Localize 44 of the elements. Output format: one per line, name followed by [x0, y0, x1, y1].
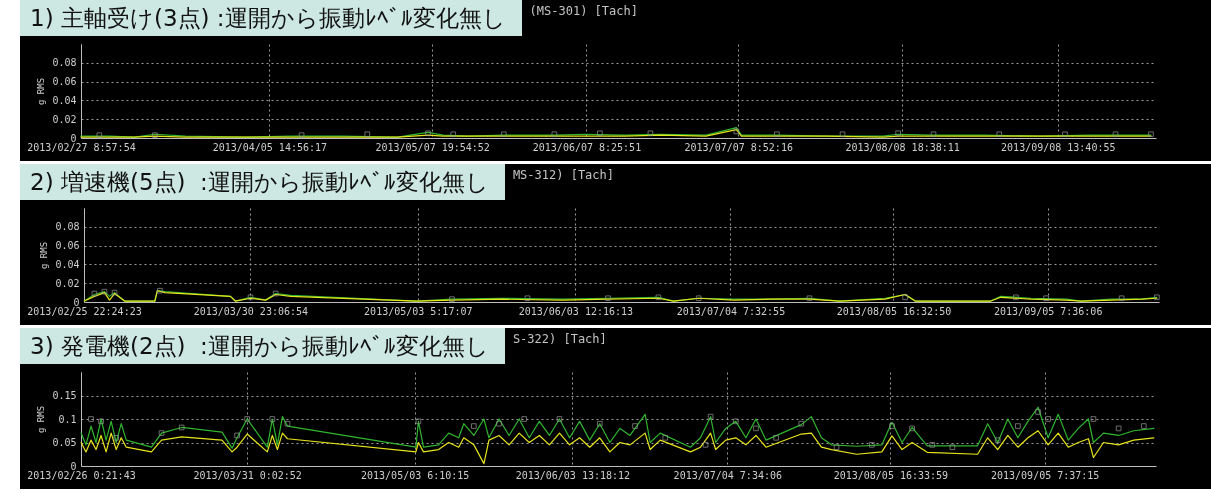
- chart-subtitle: MS-312) [Tach]: [512, 168, 615, 182]
- x-tick-label: 2013/08/08 18:38:11: [845, 141, 960, 153]
- x-tick-label: 2013/06/07 8:25:51: [532, 141, 642, 153]
- y-tick-label: 0.02: [52, 113, 77, 125]
- x-tick-label: 2013/05/03 6:10:15: [361, 469, 470, 481]
- y-tick-label: 0: [73, 296, 80, 308]
- x-tick-label: 2013/09/05 7:37:15: [990, 469, 1100, 481]
- chart-subtitle: (MS-301) [Tach]: [529, 4, 638, 18]
- x-tick-label: 2013/05/03 5:17:07: [364, 305, 473, 317]
- x-tick-label: 2013/05/07 19:54:52: [375, 141, 490, 153]
- y-tick-label: 0: [70, 460, 77, 472]
- y-tick-label: 0.15: [52, 390, 77, 401]
- x-tick-label: 2013/08/05 16:33:59: [833, 469, 949, 481]
- x-tick-label: 2013/09/08 13:40:55: [1001, 141, 1116, 153]
- chart-title: 1) 主軸受け(3点) :運開から振動ﾚﾍﾞﾙ変化無し: [20, 0, 522, 36]
- y-tick-label: 0.08: [52, 57, 77, 69]
- x-tick-label: 2013/02/26 0:21:43: [27, 469, 136, 481]
- y-tick-label: 0: [70, 132, 77, 144]
- x-tick-label: 2013/04/05 14:56:17: [212, 141, 328, 153]
- x-tick-label: 2013/07/07 8:52:16: [684, 141, 793, 153]
- x-tick-label: 2013/06/03 12:16:13: [518, 305, 634, 317]
- x-tick-label: 2013/07/04 7:34:06: [673, 469, 782, 481]
- y-tick-label: 0.1: [58, 413, 77, 425]
- y-tick-label: 0.06: [52, 76, 77, 88]
- x-tick-label: 2013/02/27 8:57:54: [27, 141, 136, 153]
- x-tick-label: 2013/03/30 23:06:54: [193, 305, 309, 317]
- y-tick-label: 0.02: [55, 277, 80, 289]
- y-tick-label: 0.04: [52, 94, 77, 106]
- y-tick-label: 0.04: [55, 258, 80, 270]
- chart-subtitle: S-322) [Tach]: [512, 332, 607, 346]
- x-tick-label: 2013/09/05 7:36:06: [994, 305, 1103, 317]
- x-tick-label: 2013/07/04 7:32:55: [676, 305, 786, 317]
- x-tick-label: 2013/02/25 22:24:23: [27, 305, 142, 317]
- x-tick-label: 2013/03/31 0:02:52: [193, 469, 302, 481]
- chart-title: 3) 発電機(2点) :運開から振動ﾚﾍﾞﾙ変化無し: [20, 328, 505, 364]
- y-axis-title: g RMS: [36, 405, 47, 434]
- x-tick-label: 2013/06/03 13:18:12: [515, 469, 631, 481]
- y-tick-label: 0.05: [52, 437, 77, 448]
- y-tick-label: 0.08: [55, 221, 80, 233]
- y-axis-title: g RMS: [39, 241, 50, 270]
- y-axis-title: g RMS: [36, 77, 47, 106]
- x-tick-label: 2013/08/05 16:32:50: [836, 305, 952, 317]
- chart-title: 2) 増速機(5点) :運開から振動ﾚﾍﾞﾙ変化無し: [20, 164, 505, 200]
- y-tick-label: 0.06: [55, 240, 80, 252]
